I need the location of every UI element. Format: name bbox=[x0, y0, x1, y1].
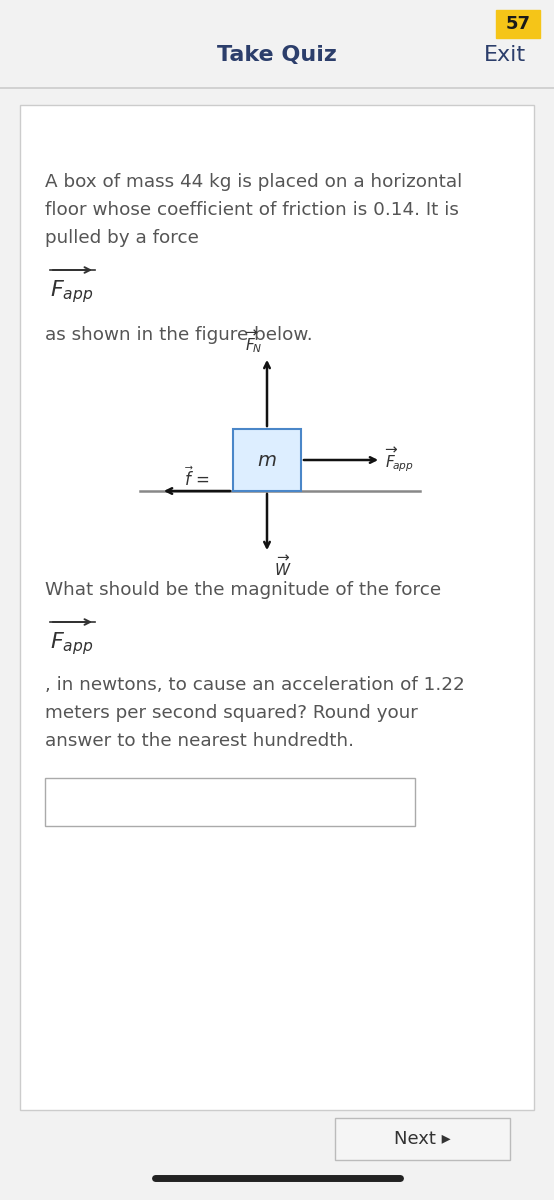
Bar bbox=[335, 1118, 510, 1160]
Text: pulled by a force: pulled by a force bbox=[45, 229, 199, 247]
Text: Take Quiz: Take Quiz bbox=[217, 44, 337, 65]
Text: Next ▸: Next ▸ bbox=[394, 1130, 450, 1148]
Text: $\overrightarrow{F}_{\!N}$: $\overrightarrow{F}_{\!N}$ bbox=[245, 328, 262, 355]
Text: $\overrightarrow{F}_{\!app}$: $\overrightarrow{F}_{\!app}$ bbox=[385, 445, 414, 474]
Bar bbox=[45, 778, 415, 826]
Text: $\vec{f}\,=$: $\vec{f}\,=$ bbox=[184, 467, 210, 490]
Text: A box of mass 44 kg is placed on a horizontal: A box of mass 44 kg is placed on a horiz… bbox=[45, 173, 462, 191]
Bar bbox=[20, 104, 534, 1110]
Text: $F_{\mathit{app}}$: $F_{\mathit{app}}$ bbox=[50, 631, 94, 658]
Text: $\overrightarrow{W}$: $\overrightarrow{W}$ bbox=[274, 554, 291, 580]
Text: floor whose coefficient of friction is 0.14. It is: floor whose coefficient of friction is 0… bbox=[45, 200, 459, 218]
Text: meters per second squared? Round your: meters per second squared? Round your bbox=[45, 704, 418, 722]
Text: as shown in the figure below.: as shown in the figure below. bbox=[45, 326, 312, 344]
Bar bbox=[496, 10, 540, 38]
Bar bbox=[233, 428, 301, 491]
Text: Exit: Exit bbox=[484, 44, 526, 65]
Text: 57: 57 bbox=[505, 14, 531, 32]
Text: , in newtons, to cause an acceleration of 1.22: , in newtons, to cause an acceleration o… bbox=[45, 676, 465, 694]
Text: answer to the nearest hundredth.: answer to the nearest hundredth. bbox=[45, 732, 354, 750]
Text: $m$: $m$ bbox=[257, 450, 277, 469]
Text: What should be the magnitude of the force: What should be the magnitude of the forc… bbox=[45, 581, 441, 599]
Text: $F_{\mathit{app}}$: $F_{\mathit{app}}$ bbox=[50, 278, 94, 305]
